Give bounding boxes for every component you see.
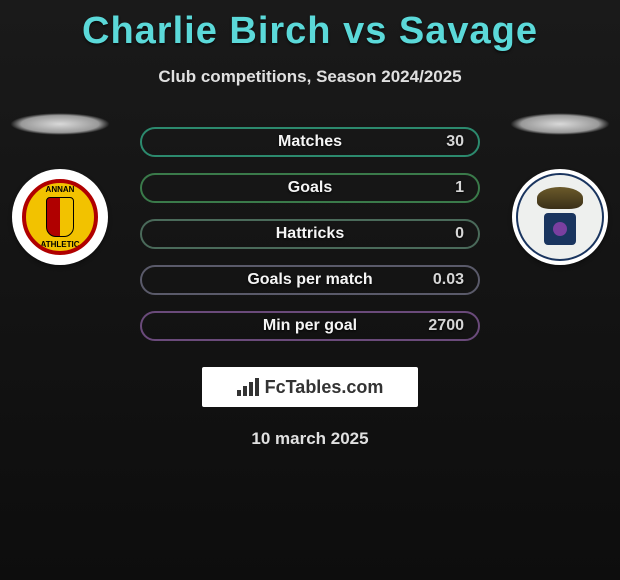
- stat-label: Min per goal: [263, 317, 357, 335]
- annan-shield-icon: [46, 197, 74, 237]
- stat-row-matches: Matches 30: [140, 127, 480, 157]
- subtitle: Club competitions, Season 2024/2025: [0, 67, 620, 87]
- right-crest-wrap: [512, 169, 608, 265]
- eagle-icon: [537, 187, 583, 209]
- stat-value: 0: [455, 225, 464, 243]
- annan-crest-icon: ANNAN ATHLETIC: [22, 179, 98, 255]
- left-club-column: ANNAN ATHLETIC: [0, 113, 120, 265]
- stat-value: 2700: [428, 317, 464, 335]
- thistle-flower-icon: [553, 222, 567, 236]
- stat-value: 0.03: [433, 271, 464, 289]
- stat-row-min-per-goal: Min per goal 2700: [140, 311, 480, 341]
- logo-text: FcTables.com: [265, 377, 384, 398]
- fctables-logo: FcTables.com: [202, 367, 418, 407]
- stat-row-goals: Goals 1: [140, 173, 480, 203]
- stat-label: Goals: [288, 179, 332, 197]
- stat-row-hattricks: Hattricks 0: [140, 219, 480, 249]
- stat-label: Matches: [278, 133, 342, 151]
- left-shadow-ellipse: [10, 113, 110, 135]
- inverness-crest-icon: [516, 173, 604, 261]
- bar-chart-icon: [237, 378, 259, 396]
- stat-value: 1: [455, 179, 464, 197]
- stat-label: Goals per match: [247, 271, 372, 289]
- annan-text-top: ANNAN: [46, 185, 75, 194]
- left-crest-wrap: ANNAN ATHLETIC: [12, 169, 108, 265]
- right-club-column: [500, 113, 620, 265]
- stat-value: 30: [446, 133, 464, 151]
- thistle-shield-icon: [544, 213, 576, 245]
- stat-row-goals-per-match: Goals per match 0.03: [140, 265, 480, 295]
- page-title: Charlie Birch vs Savage: [0, 0, 620, 53]
- main-content: ANNAN ATHLETIC Matches 30 Goals 1 H: [0, 127, 620, 449]
- stat-label: Hattricks: [276, 225, 344, 243]
- date-text: 10 march 2025: [0, 429, 620, 449]
- annan-text-bot: ATHLETIC: [41, 240, 80, 249]
- right-shadow-ellipse: [510, 113, 610, 135]
- stat-rows: Matches 30 Goals 1 Hattricks 0 Goals per…: [140, 127, 480, 341]
